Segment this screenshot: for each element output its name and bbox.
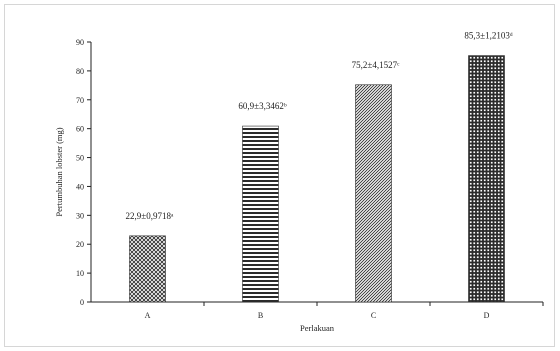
bar-B <box>242 125 279 303</box>
y-ticks: 0 10 20 30 40 50 60 70 80 90 <box>76 38 91 307</box>
y-tick-label: 90 <box>76 38 84 47</box>
data-label-C: 75,2±4,1527ᶜ <box>352 60 400 70</box>
bar-C <box>355 84 392 303</box>
x-tick-label: B <box>258 311 263 320</box>
bar-D <box>468 55 505 303</box>
x-axis-label: Perlakuan <box>300 323 335 333</box>
x-axis: A B C D <box>91 301 544 320</box>
y-tick-label: 70 <box>76 96 84 105</box>
data-label-D: 85,3±1,2103ᵈ <box>464 31 512 41</box>
data-label-B: 60,9±3,3462ᵇ <box>238 101 286 111</box>
bar-A <box>129 235 166 303</box>
y-tick-label: 10 <box>76 269 84 278</box>
x-ticks: A B C D <box>145 302 544 320</box>
y-tick-label: 60 <box>76 125 84 134</box>
data-label-A: 22,9±0,9718ᵃ <box>126 211 174 221</box>
y-tick-label: 50 <box>76 154 84 163</box>
y-tick-label: 80 <box>76 67 84 76</box>
x-tick-label: D <box>484 311 490 320</box>
x-tick-label: C <box>371 311 376 320</box>
y-axis-label: Pertumbuhan lobster (mg) <box>54 127 64 216</box>
data-labels: 22,9±0,9718ᵃ 60,9±3,3462ᵇ 75,2±4,1527ᶜ 85,3… <box>126 31 513 221</box>
y-tick-label: 40 <box>76 182 84 191</box>
y-tick-label: 20 <box>76 240 84 249</box>
x-tick-label: A <box>145 311 151 320</box>
y-tick-label: 30 <box>76 211 84 220</box>
y-axis: 0 10 20 30 40 50 60 70 80 90 <box>76 38 92 307</box>
chart-frame <box>4 4 555 347</box>
bars <box>129 55 505 303</box>
y-tick-label: 0 <box>80 298 84 307</box>
